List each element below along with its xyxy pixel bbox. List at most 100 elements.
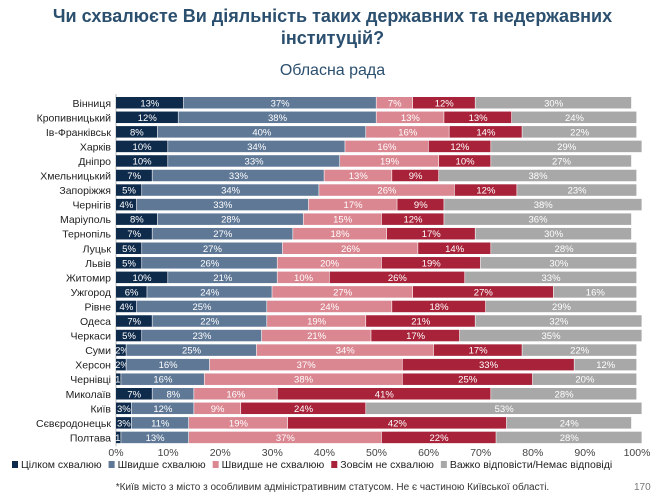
- bar-segment: [444, 111, 512, 124]
- bar-segment: [392, 169, 439, 182]
- bar-segment: [152, 227, 293, 240]
- category-label: Дніпро: [78, 156, 111, 168]
- category-label: Київ: [91, 403, 112, 415]
- bar-segment: [480, 257, 637, 269]
- data-label: 38%: [534, 200, 554, 211]
- bar-segment: [371, 329, 460, 342]
- data-label: 26%: [200, 258, 220, 269]
- bar-segment: [116, 111, 178, 124]
- data-label: 30%: [544, 229, 564, 240]
- bar-segment: [402, 373, 533, 385]
- data-label: 20%: [320, 258, 340, 269]
- bar-segment: [366, 315, 475, 327]
- data-label: 12%: [450, 142, 470, 153]
- bar-segment: [574, 358, 637, 371]
- data-label: 32%: [549, 317, 569, 328]
- data-label: 37%: [297, 360, 317, 371]
- data-label: 28%: [221, 215, 241, 226]
- bar-segment: [126, 358, 210, 371]
- bar-segment: [454, 184, 517, 196]
- data-label: 16%: [226, 389, 246, 400]
- category-label: Сєвєродонецьк: [36, 418, 111, 430]
- data-label: 38%: [529, 171, 549, 182]
- data-label: 41%: [375, 389, 395, 400]
- data-label: 7%: [127, 229, 141, 240]
- bar-segment: [116, 329, 142, 342]
- bar-segment: [287, 417, 507, 429]
- data-label: 19%: [307, 317, 327, 328]
- bar-segment: [444, 213, 632, 225]
- data-label: 14%: [445, 244, 465, 255]
- bar-segment: [204, 373, 402, 385]
- bar-segment: [147, 286, 272, 298]
- category-label: Житомир: [66, 272, 111, 284]
- data-label: 17%: [344, 200, 364, 211]
- data-label: 24%: [565, 113, 585, 124]
- page-number: 170: [634, 482, 651, 493]
- data-label: 37%: [271, 98, 291, 109]
- bar-segment: [319, 184, 455, 196]
- data-label: 7%: [127, 389, 141, 400]
- bar-segment: [340, 155, 439, 167]
- data-label: 8%: [130, 127, 144, 138]
- bar-segment: [168, 155, 340, 167]
- bar-segment: [522, 126, 637, 138]
- bar-segment: [381, 431, 496, 444]
- data-label: 20%: [575, 375, 595, 386]
- bar-segment: [131, 417, 189, 429]
- data-label: 26%: [388, 273, 408, 284]
- data-label: 27%: [552, 156, 572, 167]
- legend-label: Швидше схвалюю: [118, 459, 206, 471]
- x-tick-label: 60%: [418, 447, 439, 459]
- data-label: 38%: [294, 375, 314, 386]
- data-label: 12%: [403, 215, 423, 226]
- data-label: 34%: [247, 142, 267, 153]
- category-label: Херсон: [75, 360, 111, 372]
- x-tick-label: 70%: [470, 447, 491, 459]
- data-label: 22%: [430, 433, 450, 444]
- category-label: Миколаїв: [66, 389, 112, 401]
- bar-segment: [116, 140, 168, 153]
- data-label: 8%: [166, 389, 180, 400]
- bar-segment: [116, 315, 152, 327]
- category-label: Одеса: [80, 316, 111, 328]
- bar-segment: [188, 431, 382, 444]
- bar-segment: [168, 140, 345, 153]
- data-label: 22%: [570, 127, 590, 138]
- data-label: 26%: [377, 186, 397, 197]
- bar-segment: [178, 111, 376, 124]
- data-label: 13%: [401, 113, 421, 124]
- category-label: Ужгород: [71, 287, 111, 299]
- title-line-1: Чи схвалюєте Ви діяльність таких державн…: [52, 6, 613, 26]
- bar-segment: [475, 315, 642, 327]
- bar-segment: [142, 329, 262, 342]
- data-label: 16%: [159, 360, 179, 371]
- bar-segment: [194, 388, 277, 400]
- bar-segment: [366, 126, 449, 138]
- data-label: 27%: [474, 287, 494, 298]
- data-label: 3%: [117, 418, 131, 429]
- bar-segment: [282, 242, 418, 254]
- bar-segment: [142, 242, 283, 254]
- data-label: 25%: [192, 302, 212, 313]
- data-label: 30%: [544, 98, 564, 109]
- data-label: 3%: [117, 404, 131, 415]
- data-label: 28%: [555, 389, 575, 400]
- data-label: 22%: [570, 346, 590, 357]
- bar-segment: [376, 97, 413, 109]
- bar-segment: [418, 242, 491, 254]
- x-tick-label: 80%: [522, 447, 543, 459]
- data-label: 40%: [252, 127, 272, 138]
- bar-segment: [116, 184, 142, 196]
- bar-segment: [465, 271, 637, 284]
- bar-segment: [261, 329, 371, 342]
- x-tick-label: 20%: [210, 447, 231, 459]
- data-label: 37%: [276, 433, 296, 444]
- bar-segment: [157, 126, 366, 138]
- data-label: 26%: [341, 244, 361, 255]
- bar-segment: [121, 431, 189, 444]
- bar-segment: [412, 286, 554, 298]
- x-tick-label: 40%: [314, 447, 335, 459]
- data-label: 12%: [596, 360, 616, 371]
- bar-segment: [152, 315, 267, 327]
